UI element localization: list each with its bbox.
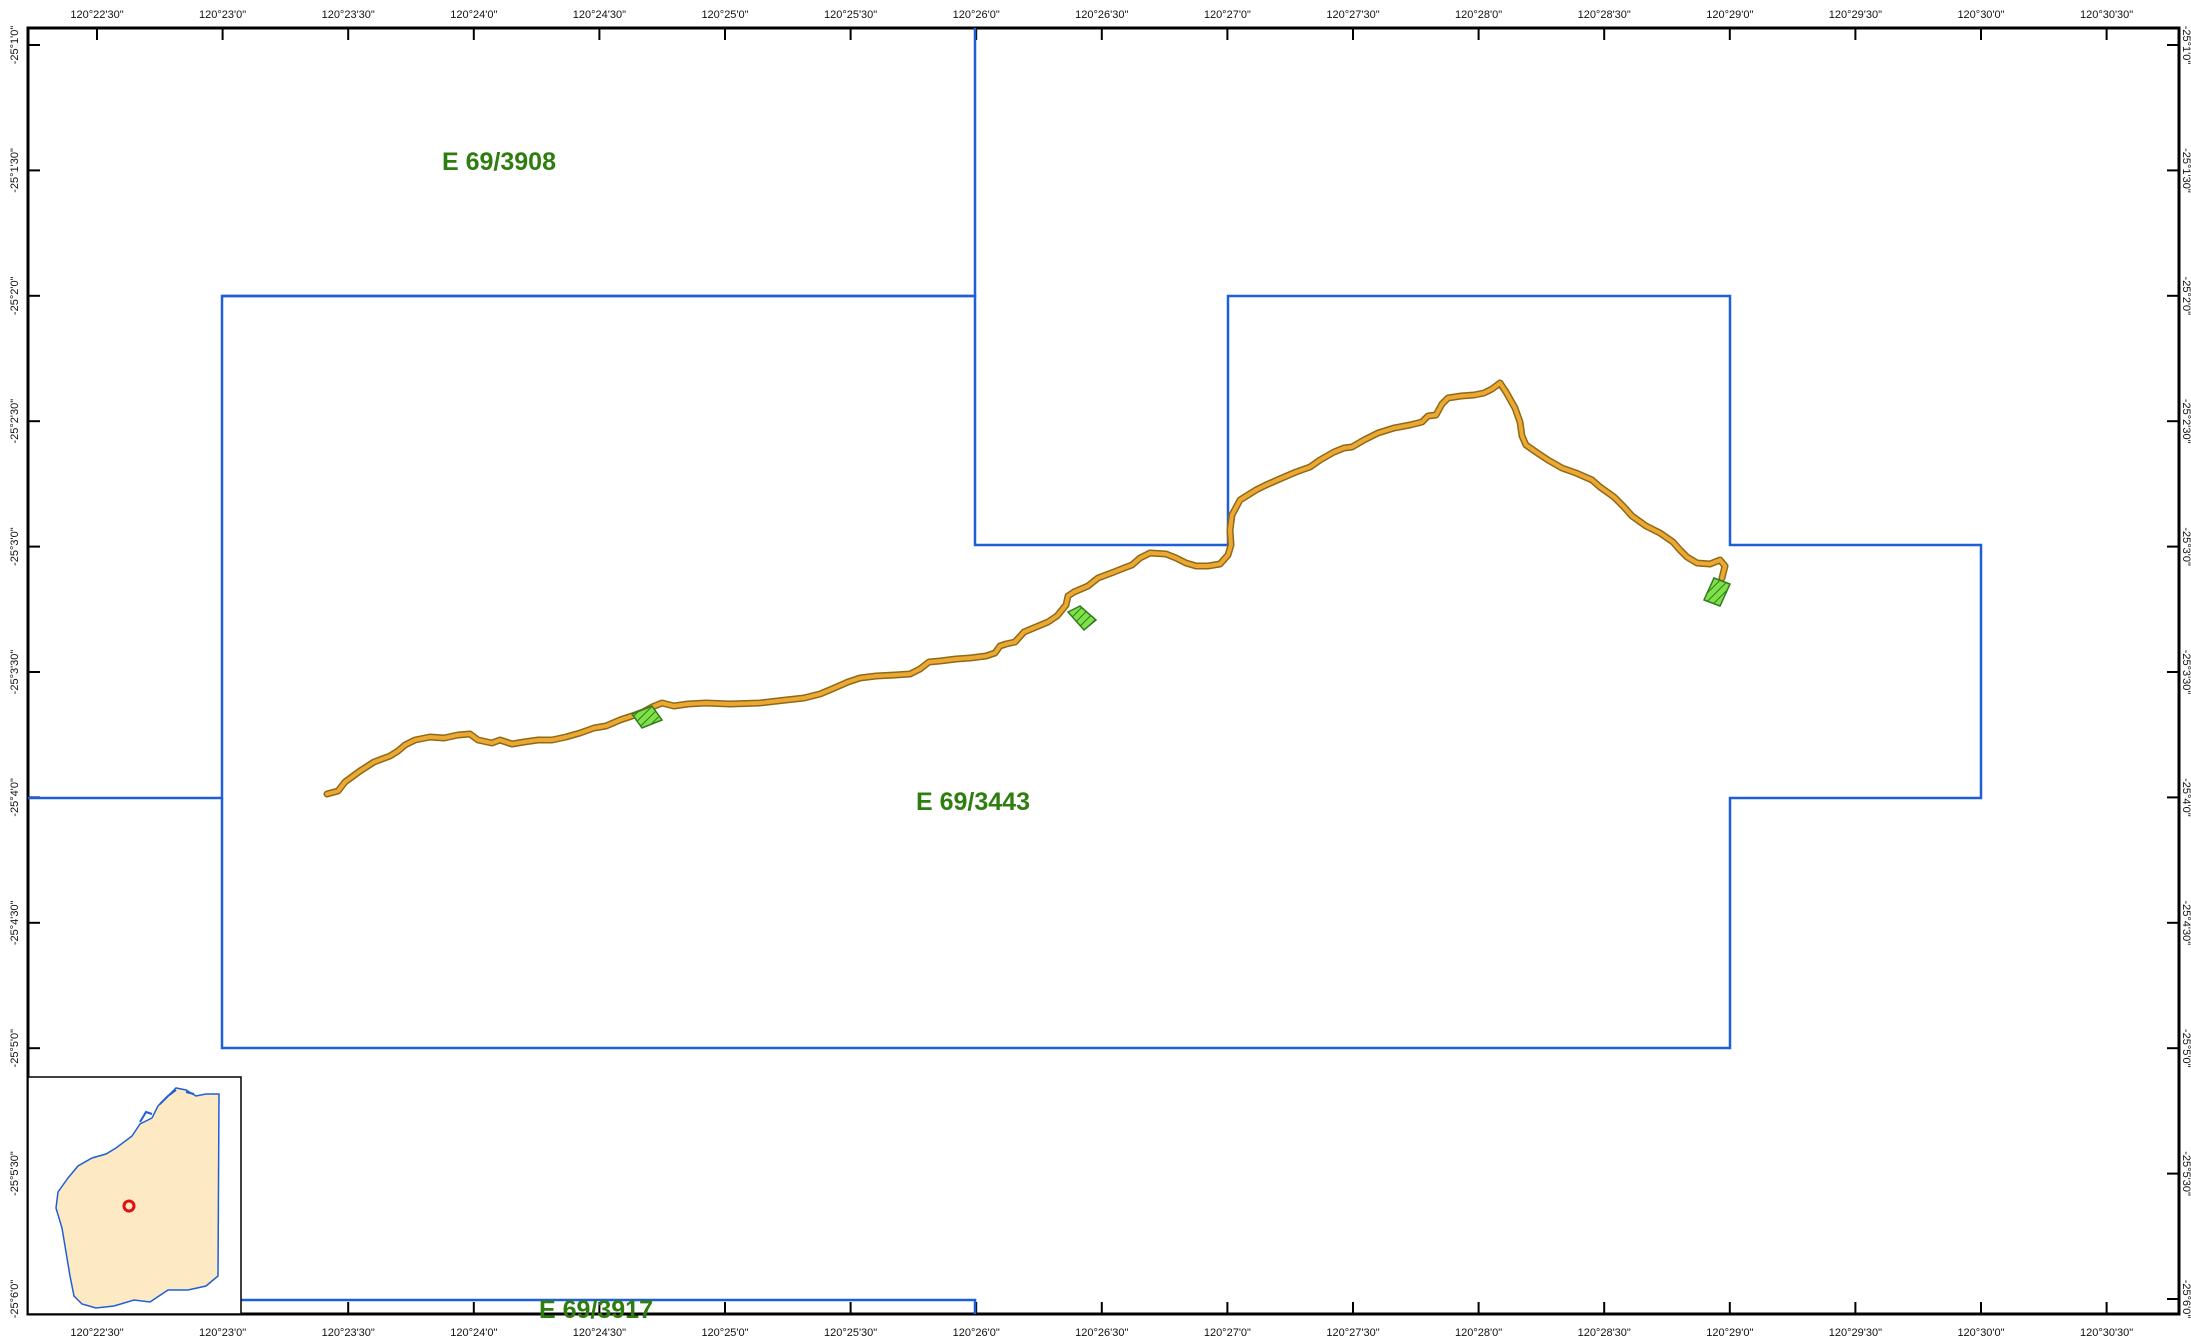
lat-label-left: -25°5'30" [9,1151,21,1196]
lon-label-bottom: 120°25'0" [701,1327,748,1339]
lat-label-left: -25°1'30" [9,148,21,193]
lat-label-right: -25°1'30" [2180,148,2191,193]
lat-label-left: -25°5'0" [9,1029,21,1068]
lon-label-bottom: 120°24'0" [450,1327,497,1339]
location-circle-icon [122,1199,136,1213]
traverse-track-outline [323,379,1729,798]
latitude-labels-left: -25°1'0" -25°1'30" -25°2'0" -25°2'30" -25°3'… [9,26,21,1319]
lon-label-bottom: 120°27'0" [1204,1327,1251,1339]
lon-label-top: 120°23'30" [322,9,375,21]
lon-label-top: 120°24'0" [450,9,497,21]
lat-label-right: -25°3'0" [2180,527,2191,566]
sample-area-3[interactable] [1702,577,1732,607]
lat-label-right: -25°4'30" [2180,900,2191,945]
lon-label-bottom: 120°30'0" [1957,1327,2004,1339]
lat-label-right: -25°2'0" [2180,277,2191,316]
tenement-boundaries [28,28,1983,1314]
lat-label-left: -25°2'30" [9,399,21,444]
tenement-label-e69-3908: E 69/3908 [442,148,556,176]
tenement-boundary-e69-3917[interactable] [240,1298,977,1314]
lon-label-bottom: 120°24'30" [573,1327,626,1339]
longitude-labels-top: 120°22'30" 120°23'0" 120°23'30" 120°24'0" 12… [70,9,2133,21]
lon-label-bottom: 120°29'0" [1706,1327,1753,1339]
lon-label-top: 120°30'0" [1957,9,2004,21]
lon-label-bottom: 120°30'30" [2080,1327,2133,1339]
lon-label-top: 120°29'0" [1706,9,1753,21]
map-neatline [26,26,2181,1316]
lon-label-bottom: 120°28'0" [1455,1327,1502,1339]
lon-label-bottom: 120°26'30" [1075,1327,1128,1339]
lat-label-left: -25°4'0" [9,778,21,817]
lon-label-top: 120°22'30" [70,9,123,21]
lon-label-top: 120°28'30" [1578,9,1631,21]
lon-label-top: 120°27'30" [1326,9,1379,21]
longitude-labels-bottom: 120°22'30" 120°23'0" 120°23'30" 120°24'0" 12… [70,1327,2133,1339]
inset-locator-map [27,1076,242,1315]
lon-label-top: 120°28'0" [1455,9,1502,21]
tenement-label-e69-3917: E 69/3917 [539,1296,653,1324]
lon-label-top: 120°23'0" [199,9,246,21]
lon-label-top: 120°25'30" [824,9,877,21]
lon-label-top: 120°24'30" [573,9,626,21]
lon-label-top: 120°26'30" [1075,9,1128,21]
lon-label-bottom: 120°23'0" [199,1327,246,1339]
lat-label-left: -25°3'0" [9,527,21,566]
lat-label-right: -25°5'0" [2180,1029,2191,1068]
lat-label-right: -25°2'30" [2180,399,2191,444]
traverse-track[interactable] [325,381,1727,796]
lon-label-bottom: 120°26'0" [953,1327,1000,1339]
lon-label-top: 120°29'30" [1829,9,1882,21]
sample-area-2[interactable] [1066,605,1098,632]
lon-label-bottom: 120°28'30" [1578,1327,1631,1339]
tenement-boundary-e69-3443[interactable] [220,294,1983,1050]
lon-label-bottom: 120°22'30" [70,1327,123,1339]
lat-label-left: -25°3'30" [9,650,21,695]
lat-label-left: -25°1'0" [9,26,21,65]
lon-label-top: 120°27'0" [1204,9,1251,21]
lon-label-top: 120°25'0" [701,9,748,21]
lon-label-top: 120°30'30" [2080,9,2133,21]
lat-label-left: -25°4'30" [9,900,21,945]
lat-label-right: -25°6'0" [2180,1280,2191,1319]
lat-label-right: -25°1'0" [2180,26,2191,65]
sample-area-1[interactable] [630,705,664,729]
latitude-labels-right: -25°1'0" -25°1'30" -25°2'0" -25°2'30" -25°3'… [2180,26,2191,1319]
lon-label-bottom: 120°27'30" [1326,1327,1379,1339]
lat-label-right: -25°5'30" [2180,1151,2191,1196]
lat-label-left: -25°6'0" [9,1280,21,1319]
lat-label-left: -25°2'0" [9,276,21,315]
lat-label-right: -25°4'0" [2180,778,2191,817]
lat-label-right: -25°3'30" [2180,650,2191,695]
lon-label-bottom: 120°23'30" [322,1327,375,1339]
lon-label-bottom: 120°25'30" [824,1327,877,1339]
lon-label-bottom: 120°29'30" [1829,1327,1882,1339]
tenement-boundary-e69-3908[interactable] [28,28,977,800]
lon-label-top: 120°26'0" [953,9,1000,21]
tenement-label-e69-3443: E 69/3443 [916,788,1030,816]
graticule-ticks [28,28,2179,1314]
